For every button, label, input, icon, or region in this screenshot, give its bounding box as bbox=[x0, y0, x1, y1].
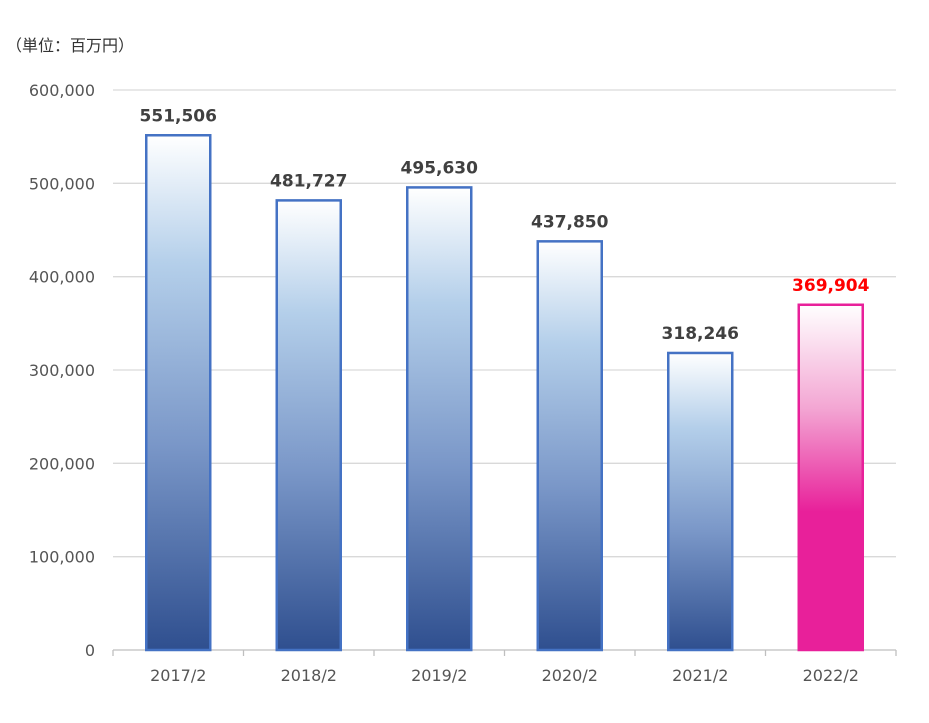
bars bbox=[145, 134, 864, 652]
y-tick-label: 600,000 bbox=[29, 81, 95, 100]
y-tick-label: 100,000 bbox=[29, 548, 95, 567]
bar-2017-2 bbox=[145, 134, 212, 652]
bar-2019-2 bbox=[406, 186, 473, 652]
bar-2021-2 bbox=[667, 351, 734, 652]
y-tick-label: 200,000 bbox=[29, 454, 95, 473]
x-tick-label: 2018/2 bbox=[281, 666, 337, 685]
x-tick-label: 2022/2 bbox=[803, 666, 859, 685]
grid-lines bbox=[112, 89, 897, 656]
y-tick-label: 400,000 bbox=[29, 268, 95, 287]
y-axis-ticks: 0 100,000 200,000 300,000 400,000 500,000 600,… bbox=[29, 81, 95, 660]
unit-label: （単位：百万円） bbox=[6, 36, 135, 55]
y-tick-label: 300,000 bbox=[29, 361, 95, 380]
bar-2020-2 bbox=[536, 240, 603, 652]
y-tick-label: 500,000 bbox=[29, 174, 95, 193]
x-tick-label: 2021/2 bbox=[672, 666, 728, 685]
x-tick-label: 2020/2 bbox=[542, 666, 598, 685]
bar-2018-2 bbox=[275, 199, 342, 652]
x-axis-ticks: 2017/2 2018/2 2019/2 2020/2 2021/2 2022/2 bbox=[150, 666, 859, 685]
x-tick-label: 2019/2 bbox=[411, 666, 467, 685]
data-label: 369,904 bbox=[792, 276, 870, 296]
data-labels: 551,506 481,727 495,630 437,850 318,246 369,9… bbox=[140, 106, 870, 344]
y-tick-label: 0 bbox=[85, 641, 95, 660]
data-label: 551,506 bbox=[140, 106, 217, 126]
bar-2022-2 bbox=[797, 303, 864, 652]
data-label: 318,246 bbox=[662, 324, 739, 344]
x-tick-label: 2017/2 bbox=[150, 666, 206, 685]
data-label: 495,630 bbox=[401, 158, 479, 178]
data-label: 481,727 bbox=[270, 171, 347, 191]
data-label: 437,850 bbox=[531, 212, 609, 232]
